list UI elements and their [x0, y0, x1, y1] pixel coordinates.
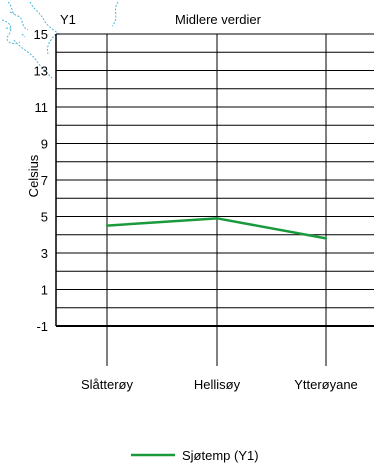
grid — [55, 33, 374, 366]
series-layer — [105, 217, 328, 240]
axis-tag: Y1 — [60, 12, 76, 27]
y-axis-ticks: 15 13 11 9 7 5 3 1 -1 — [34, 27, 48, 334]
y-tick-label: 9 — [41, 137, 48, 152]
chart-title: Midlere verdier — [175, 12, 262, 27]
y-tick-label: 13 — [34, 64, 48, 79]
y-tick-label: 1 — [41, 283, 48, 298]
y-tick-label: 15 — [34, 27, 48, 42]
y-axis-label: Celsius — [26, 154, 41, 197]
data-point — [324, 237, 328, 240]
y-tick-label: -1 — [36, 319, 48, 334]
y-tick-label: 11 — [35, 100, 49, 115]
y-tick-label: 3 — [41, 246, 48, 261]
x-tick-label: Hellisøy — [194, 377, 241, 392]
x-tick-label: Slåtterøy — [81, 377, 134, 392]
x-axis-ticks: Slåtterøy Hellisøy Ytterøyane — [81, 377, 358, 392]
x-tick-label: Ytterøyane — [294, 377, 358, 392]
data-point — [105, 224, 109, 227]
legend: Sjøtemp (Y1) — [131, 448, 259, 463]
logo-sketch-icon — [1, 1, 119, 79]
y-tick-label: 5 — [41, 210, 48, 225]
legend-label: Sjøtemp (Y1) — [182, 448, 259, 463]
data-point — [215, 217, 219, 220]
y-tick-label: 7 — [41, 173, 48, 188]
